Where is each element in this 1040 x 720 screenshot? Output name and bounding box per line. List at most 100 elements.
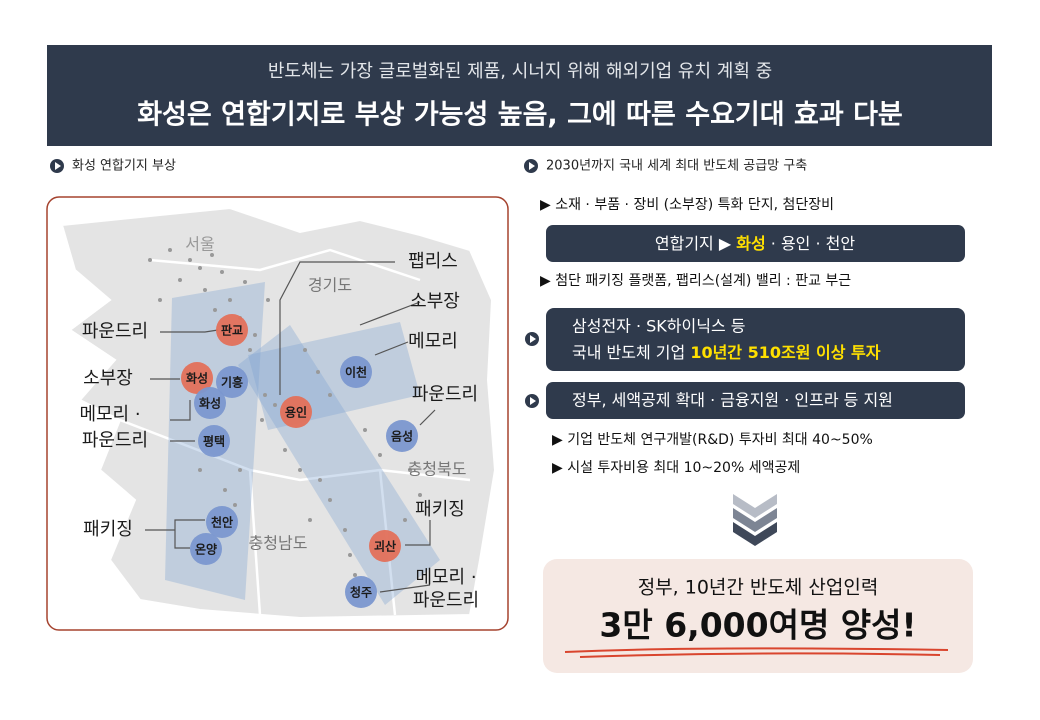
city-label: 이천 [345,365,367,380]
city-marker-blue [345,576,377,608]
dot [408,468,412,472]
note: ▶ 시설 투자비용 최대 10~20% 세액공제 [552,460,800,476]
dot [168,248,172,252]
dot [233,503,237,507]
dot [343,528,347,532]
map-callout: 소부장 [410,291,460,312]
conclusion-headline: 3만 6,000여명 양성! [599,606,916,645]
map-callout: 파운드리 [412,384,478,405]
map-callout: 소부장 [83,368,133,389]
dot [318,478,322,482]
map-callout: 팹리스 [408,251,458,272]
city-label: 평택 [203,434,225,449]
dot [228,298,232,302]
dot [353,573,357,577]
leader-line [379,584,431,593]
city-label: 청주 [350,585,372,600]
map-callout: 파운드리 [82,430,148,451]
dot [260,418,264,422]
bullet-arrow [530,335,536,343]
land [60,206,497,620]
dot [188,258,192,262]
leader-line [160,329,219,333]
dot [418,493,422,497]
region-label: 충청남도 [249,534,308,553]
map-callout: 메모리 [408,331,458,352]
header-subtitle: 반도체는 가장 글로벌화된 제품, 시너지 위해 해외기업 유치 계획 중 [268,61,772,82]
conclusion-line: 정부, 10년간 반도체 산업인력 [638,577,879,599]
dot [158,298,162,302]
map-callout: 패키징 [415,499,465,520]
city-label: 온양 [195,542,217,557]
city-label: 기흥 [221,375,243,390]
city-label: 판교 [221,323,243,338]
city-marker-blue [198,425,230,457]
dot [298,468,302,472]
dot [243,280,247,284]
support-box [546,382,965,419]
map-callout: 패키징 [83,519,133,540]
bullet-arrow [55,162,61,170]
city-marker-blue [216,366,248,398]
city-marker-red [280,396,312,428]
city-label: 화성 [199,396,221,411]
map-callout: 파운드리 [413,590,479,611]
region-label: 서울 [185,235,214,254]
base-box [546,225,965,262]
city-marker-red [369,530,401,562]
dot [203,288,207,292]
city-label: 음성 [391,429,413,444]
dot [283,448,287,452]
leader-line [374,341,409,356]
city-label: 천안 [211,515,233,530]
map-heading: 화성 연합기지 부상 [72,159,176,174]
dot [273,403,277,407]
dot [303,348,307,352]
dot [178,278,182,282]
text: · 용인 · 천안 [766,234,856,253]
dot [363,428,367,432]
leader-line [359,301,421,326]
region-label: 충청북도 [408,460,467,479]
leader-line [170,400,191,421]
city-marker-blue [190,533,222,565]
investment-text: 국내 반도체 기업 10년간 510조원 이상 투자 [572,343,881,362]
leader-line [405,520,431,546]
base-text: 연합기지 ▶ 화성 · 용인 · 천안 [655,234,855,253]
dot [253,333,257,337]
city-marker-blue [340,356,372,388]
header-band [47,45,992,146]
underline-scribble [564,647,949,658]
bullet-arrow [529,162,535,170]
region-label: 경기도 [308,276,352,295]
note: ▶ 첨단 패키징 플랫폼, 팹리스(설계) 밸리 : 판교 부근 [540,273,851,289]
city-marker-red [216,314,248,346]
city-label: 화성 [186,371,208,386]
province-border [119,248,471,616]
conclusion-box [543,559,973,673]
text: 연합기지 ▶ [655,234,736,253]
city-marker-blue [206,506,238,538]
dot [328,498,332,502]
leader-line [279,261,395,395]
city-label: 괴산 [374,539,396,554]
note: ▶ 기업 반도체 연구개발(R&D) 투자비 최대 40~50% [552,432,873,448]
dot [403,518,407,522]
bullet-arrow [530,397,536,405]
chevrons [733,494,777,546]
highlight: 화성 [736,234,765,253]
dot [248,348,252,352]
dot [348,553,352,557]
support-text: 정부, 세액공제 확대 · 금융지원 · 인프라 등 지원 [572,391,893,410]
map-callout: 메모리 · [79,404,140,425]
dot [308,518,312,522]
highlight: 10년간 510조원 이상 투자 [690,343,880,362]
chevron [733,494,777,518]
investment-box [546,308,965,371]
dot [328,393,332,397]
dot [210,253,214,257]
dot [266,298,270,302]
